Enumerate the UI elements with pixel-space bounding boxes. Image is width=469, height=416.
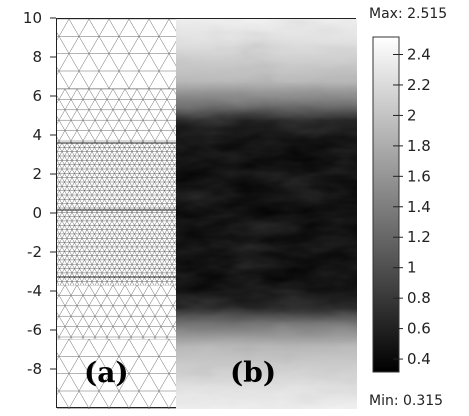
mesh-drawing [57,19,176,409]
colorbar-tick-label: 0.6 [407,320,431,338]
panel-a-label: (a) [84,356,129,389]
colorbar-legend: 2.4 2.2 2 1.8 1.6 1.4 1.2 1 0.8 0.6 0.4 [372,36,431,373]
y-tick-label: -2 [27,243,42,261]
colorbar-tick-label: 2.2 [407,76,431,94]
y-tick-label: 4 [32,126,42,144]
colorbar-tick-label: 0.8 [407,289,431,307]
colorbar-tick-label: 1.4 [407,198,431,216]
y-tick-label: 0 [32,204,42,222]
colorbar-tick-label: 0.4 [407,350,431,368]
colorbar-tick-label: 1.2 [407,228,431,246]
field-drawing [176,19,357,409]
colorbar-tick-label: 1.6 [407,167,431,185]
y-tick-label: -4 [27,282,42,300]
colorbar-tick-label: 2.4 [407,46,431,64]
colorbar-tick-label: 2 [407,106,417,124]
panel-b-label: (b) [230,356,277,389]
mesh-lines [57,19,176,409]
y-tick-label: 2 [32,165,42,183]
colorbar-tick-label: 1 [407,259,417,277]
field-panel [176,19,357,409]
colorbar-gradient [372,36,400,373]
y-tick-label: -6 [27,321,42,339]
colorbar-max-label: Max: 2.515 [369,6,448,22]
y-tick-label: -8 [27,360,42,378]
y-tick-label: 10 [23,9,42,27]
plot-frame [56,18,357,409]
colorbar-min-label: Min: 0.315 [369,393,444,409]
mesh-panel [57,19,176,409]
y-tick-label: 6 [32,87,42,105]
y-tick-label: 8 [32,48,42,66]
y-axis: 10 8 6 4 2 0 -2 -4 -6 -8 [23,9,56,378]
colorbar-tick-label: 1.8 [407,137,431,155]
